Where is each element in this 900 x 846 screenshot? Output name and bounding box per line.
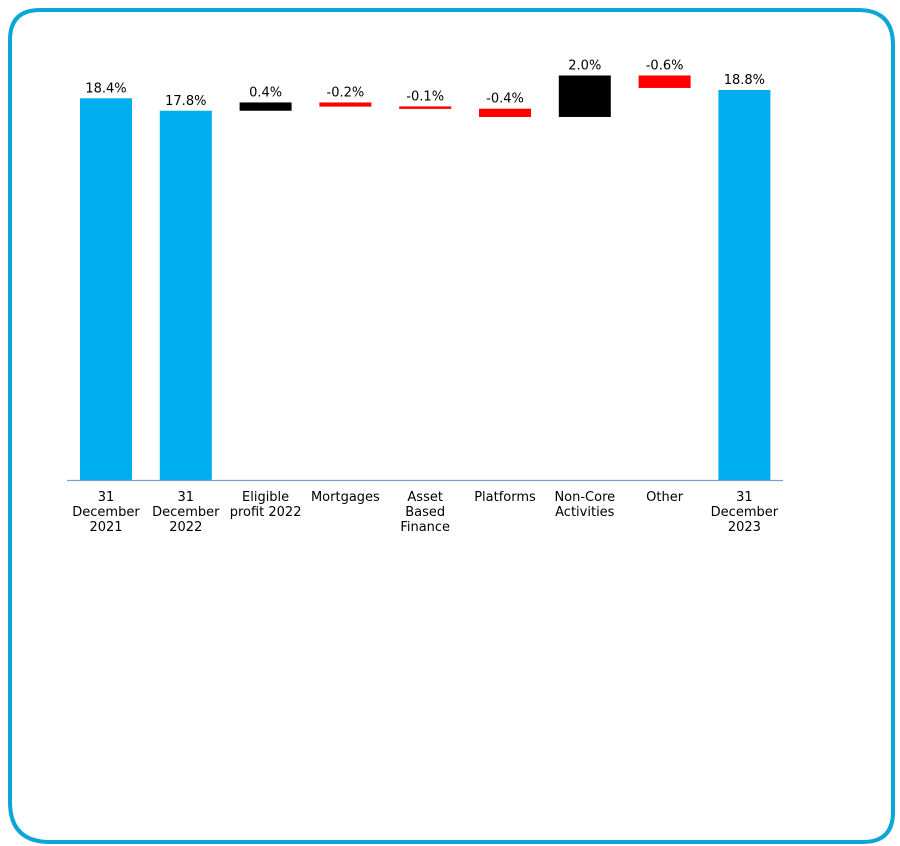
category-label-line: Eligible — [242, 490, 290, 505]
category-label-line: Asset — [407, 490, 443, 505]
category-label-5: Asset Based Finance — [384, 490, 466, 535]
data-label-8: -0.6% — [646, 58, 684, 73]
category-label-1: 31 December 2021 — [65, 490, 147, 535]
bar-6 — [479, 108, 531, 117]
data-label-group: 18.4% 17.8% 0.4% -0.2% -0.1% -0.4% 2.0% -0.6% 18… — [85, 58, 765, 108]
bar-3 — [239, 102, 292, 111]
category-label-line: December — [152, 505, 220, 520]
category-label-7: Non-Core Activities — [544, 490, 626, 520]
category-label-line: profit 2022 — [229, 505, 302, 520]
category-label-line: 2023 — [727, 520, 761, 535]
category-label-line: 31 — [97, 490, 115, 505]
category-label-line: Platforms — [474, 490, 536, 505]
data-label-2: 17.8% — [165, 94, 206, 109]
category-label-6: Platforms — [464, 490, 546, 505]
bar-2 — [159, 110, 212, 481]
category-label-line: Activities — [555, 505, 615, 520]
category-label-line: 31 — [177, 490, 195, 505]
category-label-line: December — [72, 505, 140, 520]
data-label-5: -0.1% — [406, 89, 444, 104]
category-label-line: 2022 — [169, 520, 203, 535]
category-label-line: December — [710, 505, 779, 520]
bar-9 — [718, 90, 771, 480]
data-label-1: 18.4% — [85, 81, 126, 96]
category-label-9: 31 December 2023 — [703, 490, 785, 535]
category-label-line: 31 — [736, 490, 753, 505]
category-label-line: Non-Core — [554, 490, 616, 505]
category-label-line: Based — [405, 505, 446, 520]
category-label-4: Mortgages — [304, 490, 386, 505]
category-label-2: 31 December 2022 — [145, 490, 227, 535]
category-label-3: Eligible profit 2022 — [225, 490, 307, 520]
bar-1 — [80, 98, 132, 480]
data-label-9: 18.8% — [724, 73, 765, 88]
data-label-3: 0.4% — [249, 85, 282, 100]
category-label-line: 2021 — [89, 520, 123, 535]
category-label-line: Finance — [400, 520, 451, 535]
bar-5 — [399, 106, 452, 109]
category-label-line: Mortgages — [310, 490, 380, 505]
data-label-4: -0.2% — [327, 85, 365, 100]
category-label-line: Other — [646, 490, 684, 505]
card-border — [8, 8, 895, 844]
data-label-6: -0.4% — [486, 92, 524, 107]
bar-group — [80, 75, 771, 481]
bar-4 — [319, 102, 372, 107]
bar-7 — [558, 75, 611, 117]
category-label-8: Other — [624, 490, 706, 505]
bar-8 — [638, 75, 691, 88]
data-label-7: 2.0% — [568, 58, 601, 73]
